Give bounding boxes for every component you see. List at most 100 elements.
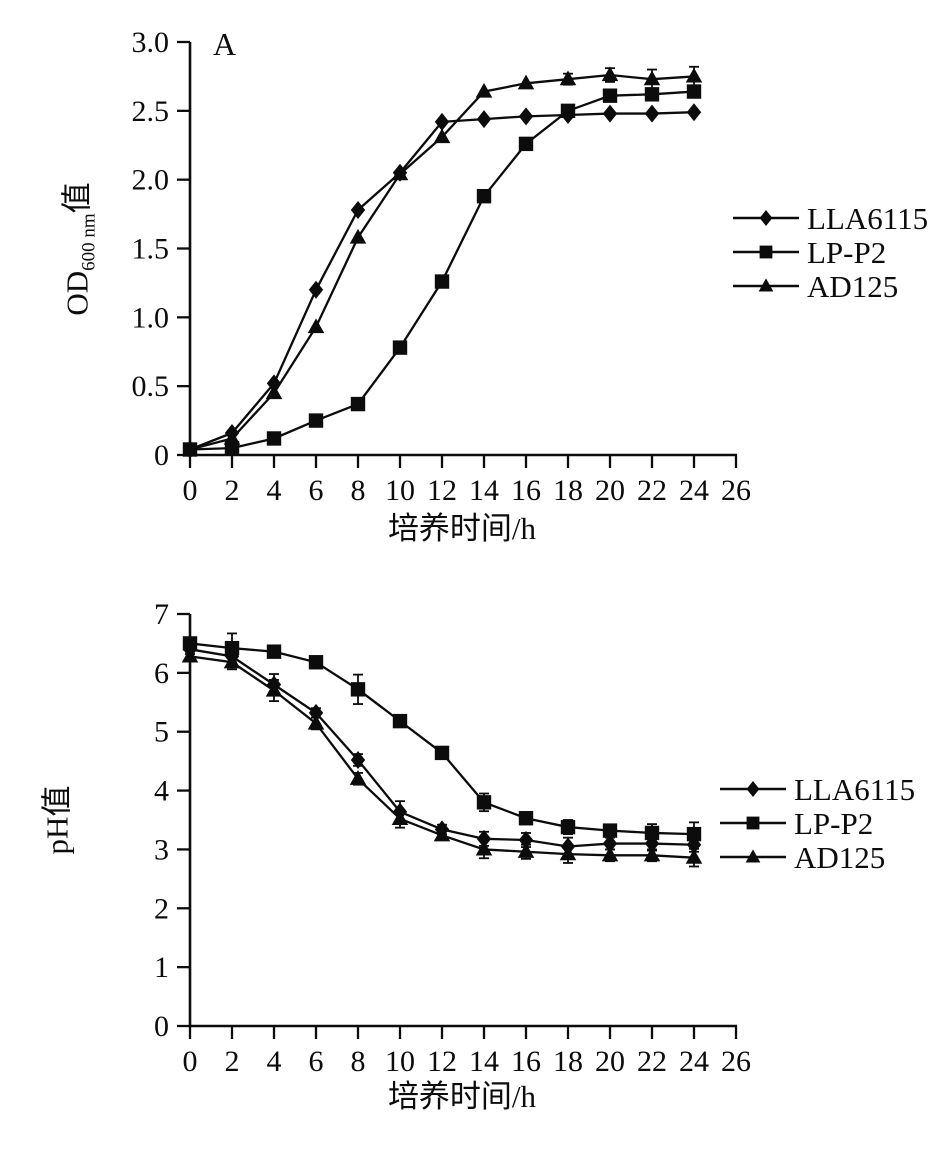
legend-swatch-canvas bbox=[720, 816, 786, 830]
legend-entry-ad125: AD125 bbox=[720, 840, 915, 874]
x-tick-label: 12 bbox=[427, 474, 457, 507]
x-tick-label: 18 bbox=[553, 1045, 583, 1078]
y-tick-label: 0.5 bbox=[132, 370, 170, 403]
triangle-marker bbox=[265, 384, 283, 400]
y-tick-label: 1.5 bbox=[132, 233, 170, 266]
od-x-axis-title: 培养时间/h bbox=[387, 511, 537, 546]
square-marker bbox=[686, 826, 702, 842]
diamond-marker-icon bbox=[720, 779, 786, 799]
series-LP-P2 bbox=[182, 84, 702, 457]
triangle-marker bbox=[223, 429, 241, 445]
square-marker bbox=[560, 103, 576, 119]
legend-swatch-canvas bbox=[733, 245, 799, 259]
triangle-marker bbox=[349, 770, 367, 785]
triangle-marker bbox=[559, 845, 577, 861]
x-tick-label: 2 bbox=[225, 1045, 240, 1078]
triangle-marker bbox=[745, 849, 761, 863]
od-y-axis-title-subscript: 600 nm bbox=[78, 213, 100, 271]
triangle-marker bbox=[391, 165, 409, 181]
x-tick-label: 26 bbox=[721, 474, 751, 507]
y-tick-label: 7 bbox=[154, 598, 169, 631]
diamond-marker bbox=[759, 210, 773, 226]
x-tick-label: 22 bbox=[637, 474, 667, 507]
square-marker bbox=[224, 640, 240, 656]
x-tick-label: 14 bbox=[469, 1045, 499, 1078]
square-marker bbox=[602, 88, 618, 103]
series-AD125 bbox=[181, 647, 703, 868]
x-tick-label: 4 bbox=[267, 1045, 282, 1078]
square-marker bbox=[476, 188, 492, 204]
y-tick-label: 4 bbox=[154, 775, 169, 808]
y-tick-label: 0 bbox=[154, 439, 169, 472]
y-tick-label: 3.0 bbox=[132, 26, 170, 59]
x-tick-label: 12 bbox=[427, 1045, 457, 1078]
square-marker bbox=[560, 819, 576, 835]
x-tick-label: 2 bbox=[225, 474, 240, 507]
legend-label: LP-P2 bbox=[794, 805, 874, 841]
y-tick-label: 6 bbox=[154, 657, 169, 690]
legend-label: LLA6115 bbox=[794, 771, 916, 807]
square-marker bbox=[308, 655, 324, 670]
legend-label: AD125 bbox=[794, 839, 886, 875]
diamond-marker bbox=[518, 107, 534, 126]
y-tick-label: 2.0 bbox=[132, 164, 170, 197]
square-marker bbox=[266, 644, 282, 659]
square-marker bbox=[644, 825, 660, 841]
series-LP-P2 bbox=[182, 632, 702, 847]
triangle-marker bbox=[475, 840, 493, 856]
square-marker bbox=[350, 682, 366, 697]
x-tick-label: 24 bbox=[679, 474, 709, 507]
x-tick-label: 4 bbox=[267, 474, 282, 507]
triangle-marker bbox=[517, 74, 535, 90]
square-marker bbox=[686, 84, 702, 99]
triangle-marker bbox=[307, 318, 325, 334]
od-y-axis-title-prefix: OD bbox=[59, 270, 95, 316]
series-LLA6115 bbox=[182, 103, 702, 459]
legend-entry-lla6115: LLA6115 bbox=[720, 772, 915, 806]
x-tick-label: 8 bbox=[351, 1045, 366, 1078]
triangle-marker bbox=[349, 228, 367, 244]
x-tick-label: 10 bbox=[385, 474, 415, 507]
od-chart-legend: LLA6115 LP-P2 AD125 bbox=[733, 201, 928, 303]
triangle-marker bbox=[758, 278, 774, 292]
triangle-marker bbox=[307, 714, 325, 730]
triangle-marker bbox=[265, 681, 283, 697]
square-marker bbox=[746, 816, 760, 830]
square-marker bbox=[518, 136, 534, 152]
triangle-marker bbox=[223, 653, 241, 669]
triangle-marker-icon bbox=[720, 847, 786, 867]
legend-label: LP-P2 bbox=[807, 234, 887, 270]
x-tick-label: 26 bbox=[721, 1045, 751, 1078]
legend-entry-lp-p2: LP-P2 bbox=[720, 806, 915, 840]
y-tick-label: 1.0 bbox=[132, 301, 170, 334]
ph-y-axis-title-prefix: pH bbox=[39, 816, 75, 855]
x-tick-label: 10 bbox=[385, 1045, 415, 1078]
square-marker bbox=[476, 795, 492, 810]
triangle-marker bbox=[601, 66, 619, 82]
square-marker-icon bbox=[720, 813, 786, 833]
series-line-LP-P2 bbox=[189, 90, 695, 451]
diamond-marker bbox=[686, 103, 702, 122]
x-tick-label: 22 bbox=[637, 1045, 667, 1078]
triangle-marker bbox=[643, 846, 661, 862]
x-tick-label: 16 bbox=[511, 1045, 541, 1078]
square-marker bbox=[602, 823, 618, 838]
triangle-marker bbox=[391, 810, 409, 825]
diamond-marker-icon bbox=[733, 208, 799, 228]
triangle-marker-icon bbox=[733, 276, 799, 296]
y-tick-label: 1 bbox=[154, 951, 169, 984]
x-tick-label: 20 bbox=[595, 1045, 625, 1078]
diamond-marker bbox=[350, 750, 366, 769]
od-y-axis-title-suffix: 值 bbox=[59, 182, 95, 214]
diamond-marker bbox=[746, 781, 760, 797]
triangle-marker bbox=[433, 128, 451, 144]
diamond-marker bbox=[602, 834, 618, 853]
legend-label: LLA6115 bbox=[807, 200, 929, 236]
square-marker bbox=[266, 431, 282, 446]
legend-entry-ad125: AD125 bbox=[733, 269, 928, 303]
square-marker bbox=[434, 274, 450, 289]
od-y-axis-title: OD600 nm值 bbox=[59, 182, 100, 316]
triangle-marker bbox=[433, 826, 451, 842]
